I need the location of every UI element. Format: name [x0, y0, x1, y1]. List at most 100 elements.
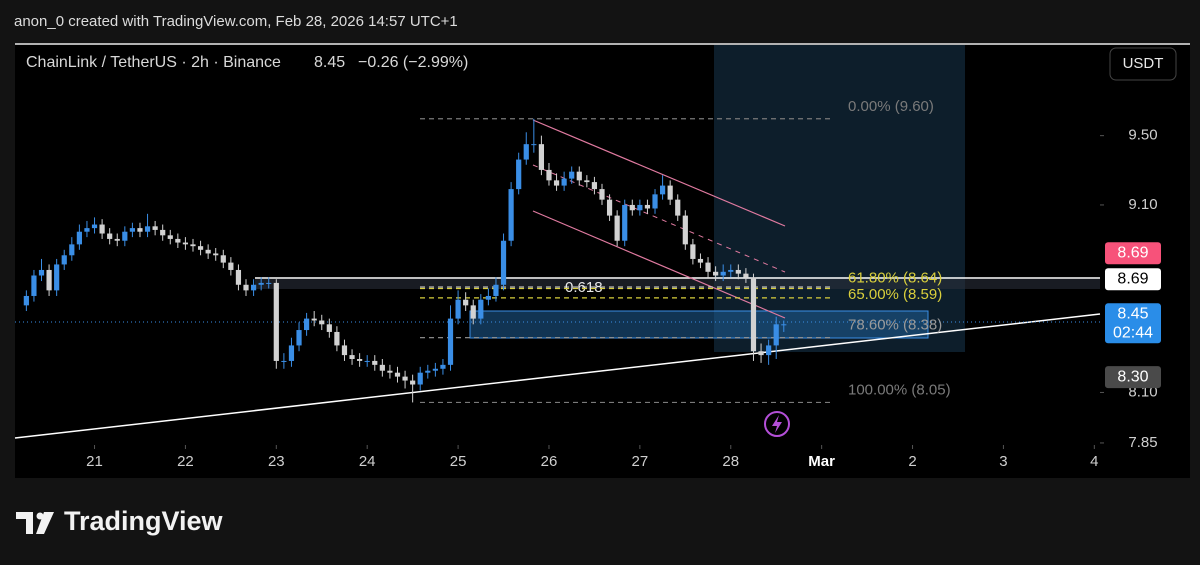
y-tick-label: 9.50: [1128, 127, 1157, 144]
legend-change: −0.26 (−2.99%): [358, 54, 468, 71]
candle-body: [637, 204, 643, 211]
candle-body: [160, 229, 166, 236]
x-tick-label: 22: [177, 453, 194, 470]
alert-icon[interactable]: [764, 411, 790, 437]
candle-body: [735, 269, 741, 274]
candle-body: [516, 159, 522, 190]
candle-body: [197, 246, 204, 250]
fib-label: 61.80% (8.64): [848, 269, 942, 286]
alert-bolt[interactable]: [772, 415, 782, 433]
candle-body: [410, 380, 416, 385]
candle-body: [659, 185, 666, 195]
candle-body: [576, 171, 582, 181]
candle-body: [713, 271, 719, 276]
price-label-box: [1105, 303, 1161, 344]
candle-body: [766, 345, 772, 356]
candle-body: [538, 144, 545, 170]
candle-body: [152, 226, 158, 230]
candle-body: [304, 318, 310, 331]
alert-circle[interactable]: [764, 411, 790, 437]
x-tick-label: Mar: [808, 453, 835, 470]
candle-body: [644, 204, 651, 209]
candle-body: [394, 372, 401, 377]
candle-body: [758, 351, 764, 356]
candle-body: [402, 376, 408, 381]
candle-body: [584, 180, 590, 183]
candle-body: [69, 244, 75, 256]
price-countdown: 02:44: [1113, 325, 1153, 342]
plot-area: [15, 45, 1190, 478]
channel-line: [532, 119, 786, 227]
candle-body: [622, 204, 628, 241]
candle-body: [493, 284, 499, 296]
candle-body: [137, 228, 143, 232]
candle-body: [606, 199, 613, 216]
candle-body: [91, 224, 98, 229]
candle-body: [190, 244, 196, 247]
candle-body: [319, 320, 325, 325]
candle-body: [425, 370, 431, 373]
candle-body: [440, 364, 446, 369]
x-tick-label: 26: [541, 453, 558, 470]
fib-label: 100.00% (8.05): [848, 381, 951, 398]
y-tick-label: 9.10: [1128, 196, 1157, 213]
candle-body: [288, 345, 295, 361]
candle-body: [364, 360, 370, 362]
candle-body: [182, 242, 189, 245]
candle-body: [311, 318, 317, 321]
x-tick-label: 27: [632, 453, 649, 470]
candle-body: [228, 262, 234, 270]
candle-body: [175, 238, 181, 243]
candle-body: [258, 282, 264, 285]
candle-body: [728, 269, 734, 272]
candle-body: [485, 295, 491, 300]
trend-line: [14, 313, 1101, 439]
candle-body: [599, 189, 605, 200]
candle-body: [23, 295, 29, 306]
candle-body: [99, 224, 105, 234]
candle-body: [213, 253, 219, 256]
candle-body: [750, 277, 757, 352]
candle-body: [455, 299, 461, 319]
candle-body: [523, 144, 529, 160]
candle-body: [372, 360, 378, 365]
candle-body: [500, 240, 507, 285]
header: anon_0 created with TradingView.com, Feb…: [14, 13, 458, 30]
candle-body: [781, 324, 787, 326]
candle-body: [652, 194, 658, 209]
candle-body: [122, 231, 128, 241]
time-axis: [15, 445, 1100, 478]
candle-body: [682, 215, 688, 245]
candle-body: [167, 235, 173, 239]
legend-last: 8.45: [314, 54, 345, 71]
candle-body: [114, 238, 120, 241]
candle-body: [629, 204, 635, 211]
candle-body: [296, 330, 302, 346]
logo-dot: [36, 512, 44, 520]
candle-body: [591, 182, 598, 190]
candle-body: [61, 255, 67, 265]
x-tick-label: 24: [359, 453, 376, 470]
logo-mark: [16, 512, 33, 534]
fib-label: 65.00% (8.59): [848, 286, 942, 303]
candle-body: [326, 324, 332, 332]
price-label-box: [1105, 242, 1161, 265]
channel-line: [532, 210, 786, 319]
currency[interactable]: USDT: [1123, 55, 1164, 72]
candle-body: [273, 282, 279, 361]
candle-body: [690, 244, 696, 259]
candle-body: [243, 284, 249, 291]
price-label: 8.45: [1117, 306, 1148, 323]
candle-body: [417, 372, 423, 385]
price-label: 8.30: [1117, 368, 1148, 385]
price-label: 8.69: [1117, 270, 1148, 287]
candle-body: [107, 233, 113, 239]
candle-body: [667, 185, 673, 200]
y-tick-label: 7.85: [1128, 434, 1157, 451]
price-label: 8.69: [1117, 244, 1148, 261]
candle-body: [205, 249, 211, 254]
annotation: 0.618: [565, 279, 603, 296]
currency-button[interactable]: [1109, 47, 1177, 81]
candle-body: [569, 171, 575, 179]
